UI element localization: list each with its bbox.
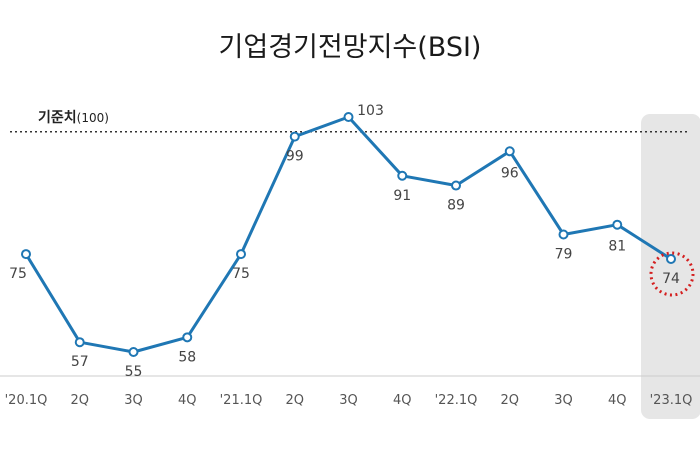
highlight-circle: [649, 251, 695, 297]
data-point-4: [236, 249, 246, 260]
x-tick-label-6: 3Q: [339, 393, 358, 408]
data-label-2: 55: [125, 364, 143, 380]
data-label-6: 103: [357, 103, 384, 119]
x-tick-label-4: '21.1Q: [220, 393, 263, 408]
data-label-0: 75: [9, 266, 27, 282]
data-point-2: [128, 347, 139, 357]
series-line: [24, 115, 672, 354]
x-tick-label-9: 2Q: [500, 393, 519, 408]
data-label-9: 96: [501, 165, 519, 181]
data-label-5: 99: [286, 149, 304, 165]
reference-label-text: 기준치: [38, 110, 77, 126]
x-tick-label-7: 4Q: [393, 393, 412, 408]
data-label-1: 57: [71, 354, 89, 370]
data-label-7: 91: [393, 188, 411, 204]
data-label-4: 75: [232, 266, 250, 282]
data-point-7: [397, 170, 408, 181]
data-label-11: 81: [608, 239, 626, 255]
data-label-10: 79: [555, 247, 573, 263]
x-tick-label-12: '23.1Q: [650, 393, 693, 408]
x-tick-label-11: 4Q: [608, 393, 627, 408]
chart-title: 기업경기전망지수(BSI): [219, 32, 482, 63]
data-label-8: 89: [447, 198, 465, 214]
x-tick-label-0: '20.1Q: [5, 393, 48, 408]
reference-label: 기준치(100): [38, 110, 109, 126]
data-point-11: [612, 219, 623, 230]
x-tick-label-10: 3Q: [554, 393, 573, 408]
x-tick-label-3: 4Q: [178, 393, 197, 408]
data-point-9: [504, 146, 515, 157]
data-label-3: 58: [178, 349, 196, 365]
svg-text:기준치(100): 기준치(100): [38, 110, 109, 126]
data-point-12: [666, 253, 676, 264]
data-point-6: [343, 112, 354, 122]
x-tick-label-8: '22.1Q: [435, 393, 478, 408]
data-point-1: [74, 337, 85, 348]
data-point-3: [182, 332, 193, 343]
reference-label-value: (100): [77, 111, 109, 125]
highlight-band: [641, 114, 700, 419]
data-point-8: [451, 180, 461, 191]
data-point-0: [21, 249, 31, 260]
x-tick-label-1: 2Q: [70, 393, 89, 408]
data-label-12: 74: [662, 271, 680, 287]
data-point-5: [289, 131, 300, 142]
x-tick-label-5: 2Q: [285, 393, 304, 408]
data-point-10: [558, 229, 569, 240]
x-tick-label-2: 3Q: [124, 393, 143, 408]
